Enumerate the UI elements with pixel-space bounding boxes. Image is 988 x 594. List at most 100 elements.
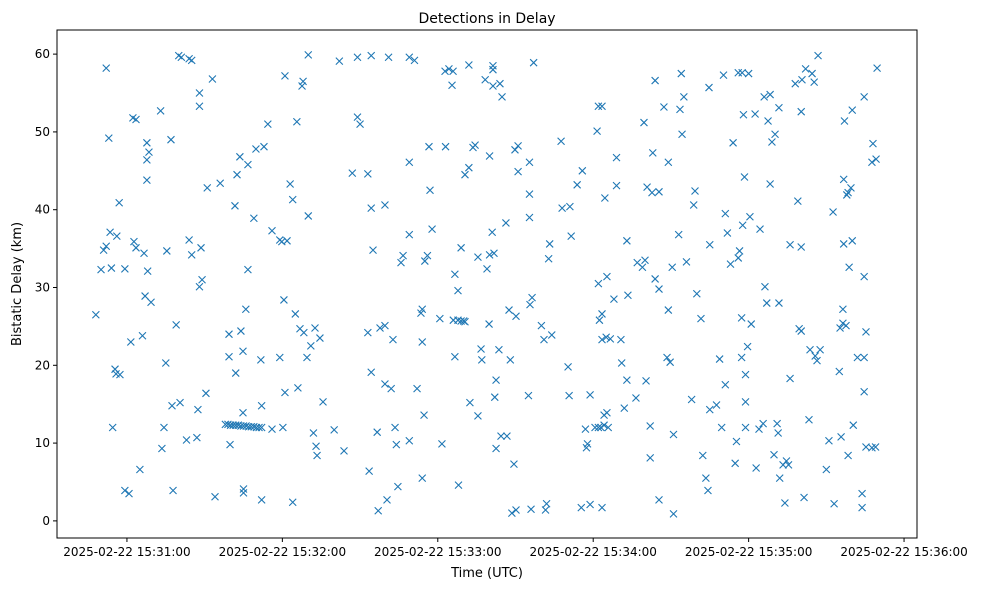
data-point xyxy=(848,106,857,115)
data-point xyxy=(836,324,844,332)
data-point xyxy=(734,68,743,77)
x-axis-label: Time (UTC) xyxy=(450,566,523,581)
data-point xyxy=(598,335,606,344)
data-point xyxy=(195,282,204,291)
data-point xyxy=(743,342,752,351)
data-point xyxy=(603,408,611,417)
data-point xyxy=(461,317,469,326)
data-point xyxy=(721,209,730,218)
data-point xyxy=(239,485,248,493)
data-point xyxy=(99,246,108,255)
data-point xyxy=(512,506,520,514)
x-tick-label: 2025-02-22 15:35:00 xyxy=(685,545,812,559)
data-point xyxy=(679,93,688,101)
data-point xyxy=(860,353,869,362)
data-point xyxy=(373,428,382,437)
data-point xyxy=(311,324,319,332)
data-point xyxy=(145,148,153,157)
data-point xyxy=(869,139,877,148)
data-point xyxy=(840,117,849,125)
data-point xyxy=(255,423,263,432)
data-point xyxy=(738,221,747,230)
data-points xyxy=(91,51,881,518)
data-point xyxy=(822,465,831,474)
data-point xyxy=(435,314,444,323)
data-point xyxy=(225,352,233,361)
data-point xyxy=(525,213,534,222)
data-point xyxy=(291,310,300,318)
data-point xyxy=(405,53,414,62)
data-point xyxy=(226,440,234,449)
data-point xyxy=(622,376,631,384)
data-point xyxy=(374,506,383,515)
data-point xyxy=(288,195,297,204)
data-point xyxy=(514,167,522,176)
data-point xyxy=(564,362,572,371)
data-point xyxy=(457,243,465,252)
data-point xyxy=(418,305,427,314)
data-point xyxy=(567,232,576,241)
data-point xyxy=(642,376,650,385)
data-point xyxy=(756,225,764,234)
x-tick-label: 2025-02-22 15:33:00 xyxy=(374,545,501,559)
data-point xyxy=(141,292,149,300)
data-point xyxy=(239,347,247,356)
data-point xyxy=(726,260,735,269)
data-point xyxy=(140,249,148,258)
data-point xyxy=(524,391,533,400)
data-point xyxy=(835,367,844,376)
data-point xyxy=(839,319,847,328)
data-point xyxy=(692,289,701,298)
data-point xyxy=(678,130,686,139)
data-point xyxy=(116,370,124,379)
data-point xyxy=(739,110,748,119)
data-point xyxy=(485,250,494,259)
data-point xyxy=(712,401,721,409)
data-point xyxy=(858,503,866,512)
data-point xyxy=(775,299,783,307)
data-point xyxy=(235,152,244,161)
data-point xyxy=(231,369,240,377)
data-point xyxy=(646,422,655,430)
data-point xyxy=(689,201,698,209)
data-point xyxy=(798,75,806,84)
data-point xyxy=(340,446,348,455)
data-point xyxy=(176,398,184,407)
data-point xyxy=(418,474,427,482)
data-point xyxy=(306,341,315,350)
data-point xyxy=(705,83,713,92)
data-point xyxy=(586,500,594,509)
data-point xyxy=(489,65,497,74)
data-point xyxy=(257,401,266,410)
data-point xyxy=(410,56,419,65)
data-point xyxy=(646,453,655,462)
data-point xyxy=(381,201,389,209)
data-point xyxy=(505,306,513,314)
data-point xyxy=(506,355,515,364)
data-point xyxy=(638,263,647,272)
data-point xyxy=(655,187,663,196)
data-point xyxy=(483,264,491,273)
data-point xyxy=(595,316,604,325)
data-point xyxy=(697,314,705,323)
data-point xyxy=(606,334,615,343)
data-point xyxy=(389,335,397,344)
data-point xyxy=(481,75,490,84)
data-point xyxy=(525,158,534,167)
data-point xyxy=(383,495,391,504)
data-point xyxy=(547,331,556,339)
data-point xyxy=(268,425,276,433)
data-point xyxy=(115,198,124,207)
data-point xyxy=(764,117,772,125)
data-point xyxy=(497,432,505,440)
data-point xyxy=(648,149,657,157)
data-point xyxy=(782,457,791,465)
data-point xyxy=(612,181,621,190)
data-point xyxy=(477,345,485,353)
data-point xyxy=(593,127,601,136)
data-point xyxy=(281,388,289,397)
data-point xyxy=(299,328,308,337)
data-point xyxy=(399,251,407,260)
data-point xyxy=(288,498,297,507)
data-point xyxy=(268,226,276,235)
